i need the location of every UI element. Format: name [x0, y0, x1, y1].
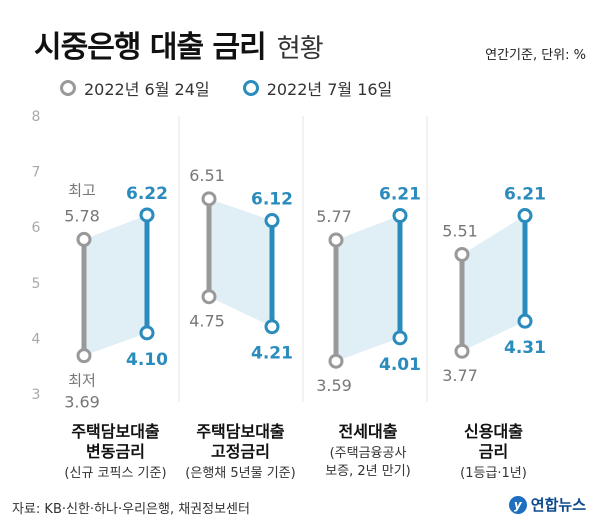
y-tick-label: 8 [32, 109, 41, 125]
category-title: 금리 [479, 442, 508, 461]
new-min-label: 4.01 [379, 355, 421, 375]
category-note: (신규 코픽스 기준) [64, 466, 166, 481]
legend-item-new: 2022년 7월 16일 [242, 76, 393, 100]
old-max-point [201, 191, 217, 207]
old-max-label: 6.51 [189, 166, 225, 185]
new-min-point [392, 330, 408, 346]
old-max-label: 5.77 [316, 207, 352, 226]
new-min-point [264, 319, 280, 335]
category-note: (1등급·1년) [460, 466, 527, 481]
old-min-point [454, 343, 470, 359]
publisher-logo: y 연합뉴스 [508, 494, 586, 515]
y-tick-label: 7 [32, 165, 41, 181]
new-max-point [264, 213, 280, 229]
new-min-point [139, 325, 155, 341]
legend-item-old: 2022년 6월 24일 [60, 76, 210, 100]
old-max-label: 5.51 [442, 221, 478, 240]
old-min-label: 3.77 [442, 366, 478, 385]
legend-marker-new [242, 80, 259, 96]
new-min-label: 4.21 [251, 344, 293, 364]
range-band [336, 215, 400, 362]
new-max-point [392, 208, 408, 224]
old-max-label: 5.78 [64, 206, 100, 225]
category-note: (주택금융공사 [330, 446, 407, 461]
new-max-point [139, 207, 155, 223]
max-annotation: 최고 [68, 181, 96, 199]
new-min-point [517, 313, 533, 329]
dumbbell-chart: 345678최고최저5.783.696.224.10주택담보대출변동금리(신규 … [32, 109, 546, 481]
y-tick-label: 6 [32, 220, 41, 236]
new-max-label: 6.12 [251, 190, 293, 210]
new-max-label: 6.21 [379, 185, 421, 205]
legend-label-new: 2022년 7월 16일 [266, 80, 393, 99]
range-band [462, 215, 525, 352]
y-tick-label: 4 [32, 331, 41, 347]
category-note: (은행채 5년물 기준) [185, 465, 295, 481]
unit-label: 연간기준, 단위: % [485, 48, 586, 63]
category-title: 주택담보대출 [196, 422, 285, 441]
new-min-label: 4.10 [126, 350, 168, 370]
legend-marker-old [60, 80, 76, 96]
y-tick-label: 3 [32, 387, 41, 403]
old-min-label: 4.75 [189, 312, 225, 331]
logo-icon: y [508, 495, 527, 514]
category-title: 신용대출 [464, 422, 523, 441]
old-min-point [328, 353, 344, 369]
category-title: 전세대출 [339, 422, 398, 441]
logo-text: 연합뉴스 [530, 496, 586, 514]
category-title: 고정금리 [211, 442, 270, 461]
source-note: 자료: KB·신한·하나·우리은행, 채권정보센터 [12, 502, 250, 517]
new-max-label: 6.22 [126, 184, 168, 204]
old-min-point [201, 289, 217, 305]
old-min-point [76, 348, 92, 364]
new-max-label: 6.21 [504, 185, 546, 205]
min-annotation: 최저 [68, 372, 96, 390]
legend: 2022년 6월 24일 2022년 7월 16일 [60, 76, 420, 100]
old-min-label: 3.59 [316, 376, 352, 395]
category-title: 주택담보대출 [71, 422, 160, 441]
legend-label-old: 2022년 6월 24일 [84, 80, 210, 99]
new-max-point [517, 208, 533, 224]
old-min-label: 3.69 [64, 393, 100, 412]
chart-title: 시중은행 대출 금리 [34, 30, 267, 65]
category-note: 보증, 2년 만기) [325, 464, 411, 479]
range-band [84, 214, 147, 356]
title-row: 시중은행 대출 금리 현황 [34, 22, 324, 66]
y-tick-label: 5 [32, 276, 41, 292]
old-max-point [76, 231, 92, 247]
range-band [209, 198, 272, 327]
old-max-point [328, 232, 344, 248]
chart-subtitle: 현황 [276, 34, 324, 64]
new-min-label: 4.31 [504, 338, 546, 358]
category-title: 변동금리 [86, 442, 145, 461]
old-max-point [454, 246, 470, 262]
